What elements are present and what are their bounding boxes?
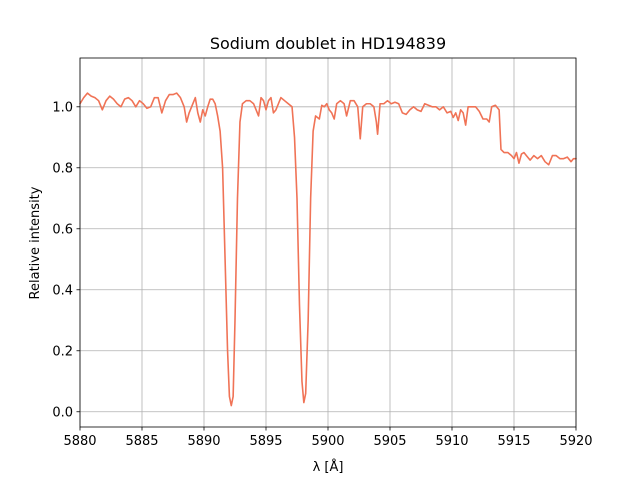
y-tick-label: 0.6 xyxy=(52,222,73,237)
series-layer xyxy=(79,92,577,407)
grid-lines xyxy=(79,58,577,427)
x-tick-label: 5880 xyxy=(63,434,96,449)
axis-ticks: 5880 5885 5890 5895 5900 5905 5910 5915 5920 0.0 0… xyxy=(52,100,592,449)
x-axis-label: λ [Å] xyxy=(313,459,344,475)
x-tick-label: 5920 xyxy=(559,434,592,449)
x-tick-label: 5885 xyxy=(125,434,158,449)
x-tick-label: 5905 xyxy=(373,434,406,449)
x-tick-label: 5900 xyxy=(311,434,344,449)
spectrum-line xyxy=(79,92,577,407)
y-tick-label: 1.0 xyxy=(52,100,73,115)
x-tick-label: 5890 xyxy=(187,434,220,449)
x-tick-label: 5915 xyxy=(497,434,530,449)
y-tick-label: 0.0 xyxy=(52,405,73,420)
y-tick-label: 0.8 xyxy=(52,161,73,176)
y-tick-label: 0.4 xyxy=(52,283,73,298)
x-tick-label: 5895 xyxy=(249,434,282,449)
y-tick-label: 0.2 xyxy=(52,344,73,359)
y-axis-label: Relative intensity xyxy=(28,186,43,299)
x-tick-label: 5910 xyxy=(435,434,468,449)
chart-title: Sodium doublet in HD194839 xyxy=(210,34,446,53)
